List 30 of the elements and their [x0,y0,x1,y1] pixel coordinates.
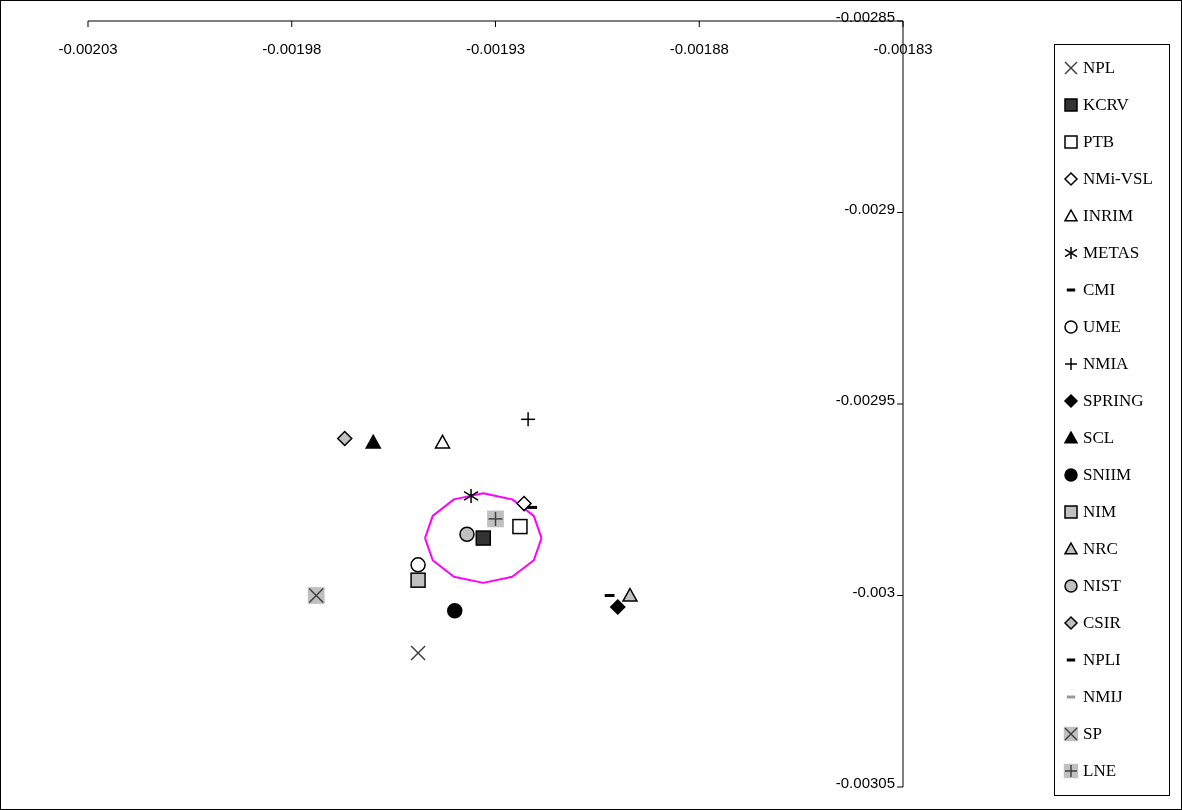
legend-label: LNE [1083,760,1117,781]
y-tick-label: -0.003 [852,582,895,600]
x-tick-label: -0.00198 [262,39,322,57]
legend-label: SNIIM [1083,464,1132,485]
legend-label: NIM [1083,501,1117,522]
legend-label: NMIJ [1083,686,1123,707]
y-tick-label: -0.00285 [835,8,895,26]
y-tick-label: -0.00295 [835,391,895,409]
y-tick-label: -0.00305 [835,774,895,792]
legend-label: NIST [1083,575,1121,596]
legend-label: NPL [1083,57,1116,78]
x-tick-label: -0.00188 [669,39,729,57]
legend-label: NRC [1083,538,1118,559]
legend-label: CMI [1083,279,1116,300]
legend-label: NMi-VSL [1083,168,1153,189]
legend-label: SP [1083,723,1102,744]
legend-label: INRIM [1083,205,1134,226]
legend-label: SPRING [1083,390,1144,411]
y-tick-label: -0.0029 [844,199,895,217]
legend-label: UME [1083,316,1121,337]
x-tick-label: -0.00183 [873,39,933,57]
legend-label: SCL [1083,427,1115,448]
x-tick-label: -0.00203 [58,39,118,57]
x-tick-label: -0.00193 [465,39,526,57]
legend-label: METAS [1083,242,1140,263]
legend-label: CSIR [1083,612,1121,633]
legend-label: PTB [1083,131,1115,152]
legend-label: NPLI [1083,649,1121,670]
legend-label: NMIA [1083,353,1129,374]
legend-label: KCRV [1083,94,1129,115]
